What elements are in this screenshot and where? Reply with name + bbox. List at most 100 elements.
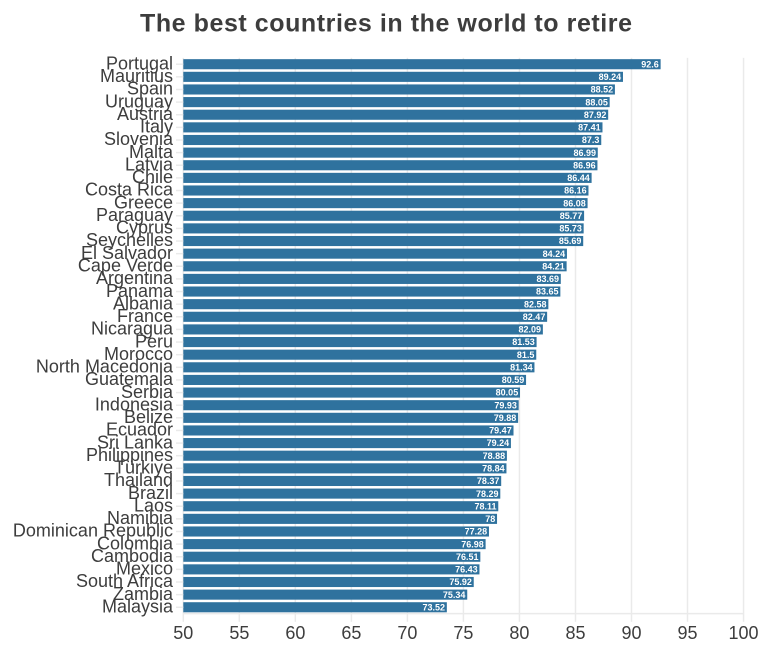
svg-text:82.58: 82.58 [524, 299, 547, 309]
svg-text:83.69: 83.69 [536, 274, 559, 284]
svg-text:85.73: 85.73 [559, 224, 582, 234]
svg-text:Colombia: Colombia [97, 533, 174, 553]
svg-text:87.41: 87.41 [578, 123, 601, 133]
svg-text:Chile: Chile [132, 167, 173, 187]
svg-text:83.65: 83.65 [536, 287, 559, 297]
svg-text:86.99: 86.99 [573, 148, 596, 158]
svg-text:81.5: 81.5 [517, 350, 535, 360]
svg-text:Thailand: Thailand [104, 470, 173, 490]
svg-text:95: 95 [678, 623, 698, 643]
svg-text:Peru: Peru [135, 331, 173, 351]
svg-text:North Macedonia: North Macedonia [36, 357, 174, 377]
svg-text:70: 70 [397, 623, 417, 643]
svg-text:79.93: 79.93 [494, 400, 517, 410]
svg-text:85.77: 85.77 [560, 211, 583, 221]
svg-text:Cape Verde: Cape Verde [78, 256, 173, 276]
svg-text:Sri Lanka: Sri Lanka [97, 432, 174, 452]
svg-text:88.52: 88.52 [591, 85, 614, 95]
svg-text:79.47: 79.47 [489, 426, 512, 436]
svg-text:Morocco: Morocco [104, 344, 173, 364]
svg-text:84.24: 84.24 [543, 249, 566, 259]
svg-text:86.96: 86.96 [573, 160, 596, 170]
svg-text:Cambodia: Cambodia [91, 546, 174, 566]
svg-text:50: 50 [173, 623, 193, 643]
svg-text:76.98: 76.98 [461, 539, 484, 549]
svg-text:82.09: 82.09 [519, 325, 542, 335]
svg-text:Nicaragua: Nicaragua [91, 319, 174, 339]
svg-text:Portugal: Portugal [106, 53, 173, 73]
svg-text:Dominican Republic: Dominican Republic [13, 521, 173, 541]
svg-text:Türkiye: Türkiye [114, 458, 173, 478]
svg-text:Albania: Albania [113, 293, 174, 313]
svg-text:Malta: Malta [129, 142, 174, 162]
svg-text:Panama: Panama [106, 281, 174, 301]
svg-text:Guatemala: Guatemala [85, 369, 174, 389]
svg-text:81.34: 81.34 [510, 362, 533, 372]
svg-text:Argentina: Argentina [96, 268, 174, 288]
svg-text:75.34: 75.34 [443, 590, 466, 600]
svg-text:Mauritius: Mauritius [100, 66, 173, 86]
svg-text:80.05: 80.05 [496, 388, 519, 398]
svg-text:87.92: 87.92 [584, 110, 607, 120]
svg-text:Uruguay: Uruguay [105, 91, 173, 111]
svg-text:Philippines: Philippines [86, 445, 173, 465]
svg-text:92.6: 92.6 [641, 59, 659, 69]
svg-text:85.69: 85.69 [559, 236, 582, 246]
svg-text:Cyprus: Cyprus [116, 218, 173, 238]
svg-text:Italy: Italy [140, 117, 173, 137]
svg-text:78.11: 78.11 [474, 501, 496, 511]
svg-text:82.47: 82.47 [523, 312, 546, 322]
svg-text:Greece: Greece [114, 192, 173, 212]
svg-text:100: 100 [729, 623, 759, 643]
svg-text:80: 80 [509, 623, 529, 643]
svg-text:Indonesia: Indonesia [95, 394, 174, 414]
svg-text:78: 78 [485, 514, 495, 524]
svg-text:81.53: 81.53 [512, 337, 535, 347]
svg-text:60: 60 [285, 623, 305, 643]
svg-text:79.24: 79.24 [487, 438, 510, 448]
svg-text:Ecuador: Ecuador [106, 420, 173, 440]
svg-text:Belize: Belize [124, 407, 173, 427]
svg-text:Zambia: Zambia [113, 584, 174, 604]
svg-text:76.43: 76.43 [455, 565, 478, 575]
svg-text:Austria: Austria [117, 104, 174, 124]
svg-text:86.44: 86.44 [567, 173, 590, 183]
svg-text:Slovenia: Slovenia [104, 129, 174, 149]
svg-text:Serbia: Serbia [121, 382, 174, 402]
svg-text:79.88: 79.88 [494, 413, 517, 423]
svg-text:89.24: 89.24 [599, 72, 622, 82]
svg-text:Laos: Laos [134, 495, 173, 515]
svg-text:65: 65 [341, 623, 361, 643]
svg-text:Namibia: Namibia [107, 508, 174, 528]
svg-text:80.59: 80.59 [502, 375, 525, 385]
svg-text:76.51: 76.51 [456, 552, 479, 562]
svg-text:France: France [117, 306, 173, 326]
svg-text:90: 90 [621, 623, 641, 643]
svg-text:86.16: 86.16 [564, 186, 587, 196]
svg-text:Paraguay: Paraguay [96, 205, 173, 225]
svg-text:Spain: Spain [127, 79, 173, 99]
svg-text:55: 55 [229, 623, 249, 643]
svg-text:78.88: 78.88 [483, 451, 506, 461]
svg-text:El Salvador: El Salvador [81, 243, 173, 263]
svg-text:Mexico: Mexico [116, 559, 173, 579]
svg-text:Brazil: Brazil [128, 483, 173, 503]
svg-text:75: 75 [453, 623, 473, 643]
svg-text:78.37: 78.37 [477, 476, 500, 486]
svg-text:87.3: 87.3 [582, 135, 600, 145]
svg-text:Seychelles: Seychelles [86, 230, 173, 250]
svg-text:88.05: 88.05 [585, 97, 608, 107]
svg-text:73.52: 73.52 [423, 602, 446, 612]
svg-text:86.08: 86.08 [563, 198, 586, 208]
svg-text:Latvia: Latvia [125, 154, 174, 174]
svg-text:Costa Rica: Costa Rica [85, 180, 174, 200]
svg-text:The best countries in the worl: The best countries in the world to retir… [140, 10, 632, 38]
svg-text:75.92: 75.92 [449, 577, 472, 587]
svg-text:78.29: 78.29 [476, 489, 499, 499]
svg-text:85: 85 [565, 623, 585, 643]
svg-text:Malaysia: Malaysia [102, 596, 174, 616]
svg-text:78.84: 78.84 [482, 463, 505, 473]
svg-text:77.28: 77.28 [465, 527, 488, 537]
svg-text:South Africa: South Africa [76, 571, 174, 591]
svg-text:84.21: 84.21 [542, 261, 565, 271]
